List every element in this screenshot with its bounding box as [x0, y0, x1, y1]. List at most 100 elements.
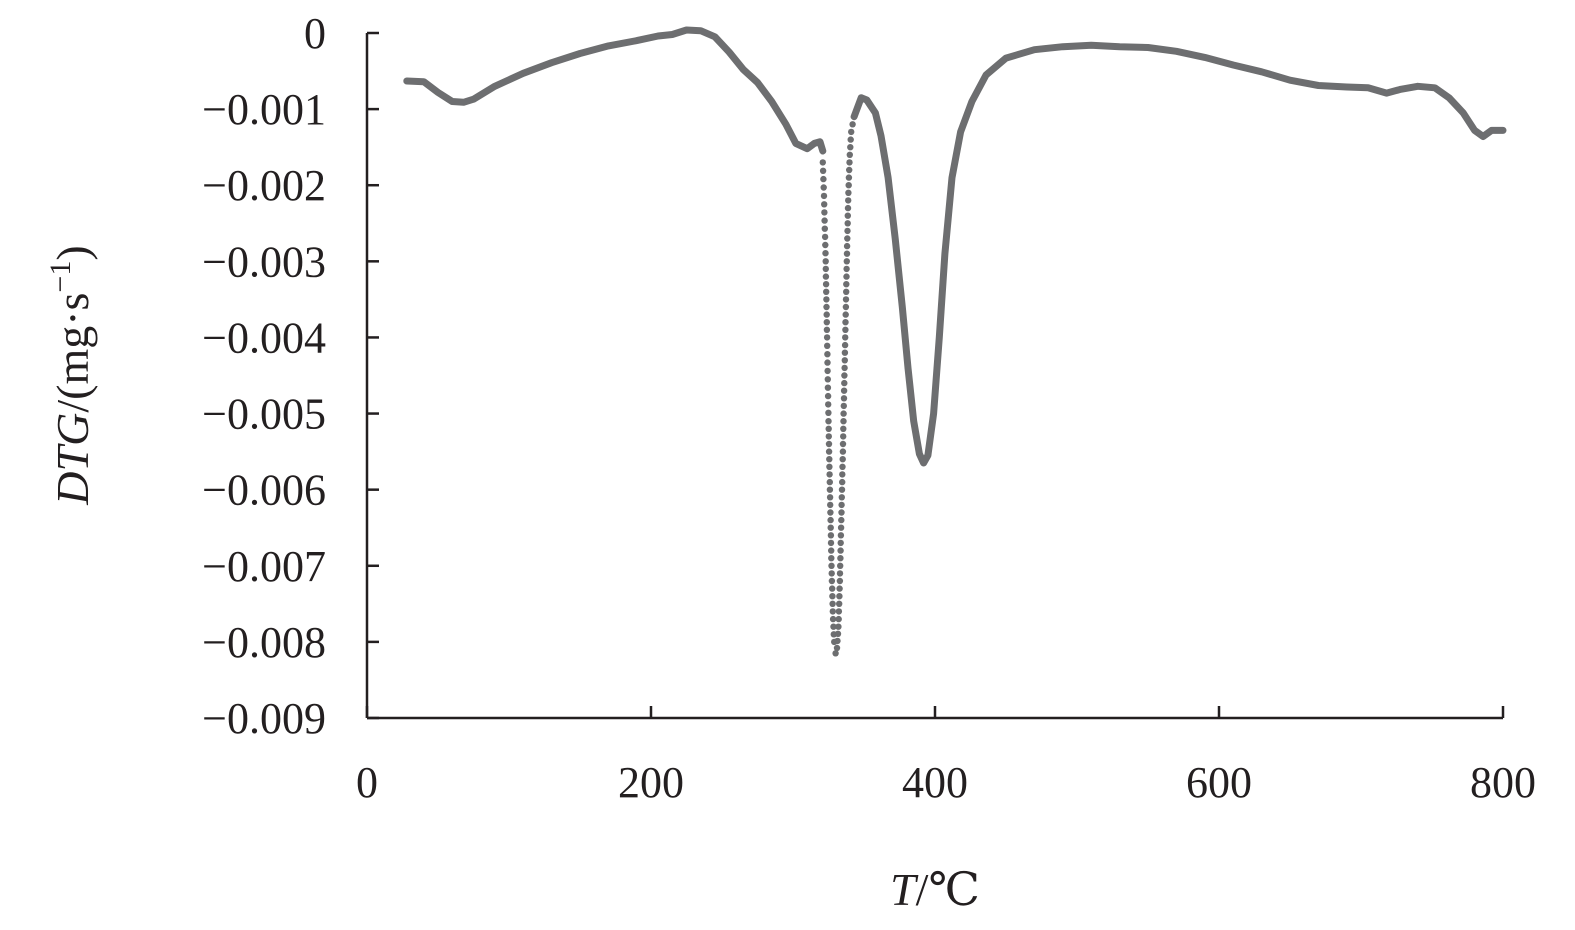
dtg-series-point: [845, 174, 853, 181]
dtg-series-point: [847, 136, 854, 143]
dtg-series-point: [826, 478, 833, 486]
y-axis-title-main: DTG: [47, 413, 98, 506]
dtg-series-point: [832, 650, 839, 657]
dtg-series-point: [843, 288, 850, 295]
y-tick-label: −0.001: [202, 85, 326, 134]
dtg-series-point: [821, 225, 828, 232]
dtg-series-point: [836, 600, 843, 607]
x-ticks: 0 200 400 600 800: [356, 706, 1536, 807]
dtg-series-point: [824, 376, 831, 383]
dtg-series-point: [825, 418, 832, 425]
dtg-series-point: [837, 562, 844, 569]
dtg-series-point: [838, 509, 845, 516]
dtg-series-point: [821, 201, 828, 208]
dtg-series-point: [845, 182, 852, 189]
dtg-series-point: [819, 159, 826, 166]
dtg-series-line: [403, 26, 827, 155]
dtg-series-point: [842, 303, 850, 311]
dtg-series-point: [842, 326, 849, 333]
dtg-series-point: [823, 311, 830, 318]
dtg-series-point: [828, 577, 836, 585]
x-axis-title-unit: /℃: [916, 864, 980, 915]
dtg-series-point: [826, 494, 834, 501]
dtg-series-point: [824, 359, 831, 366]
dtg-series-point: [849, 121, 856, 128]
dtg-series-point: [826, 471, 833, 478]
dtg-series-point: [842, 319, 849, 326]
dtg-series-point: [838, 494, 845, 501]
dtg-series-point: [829, 585, 836, 592]
dtg-series-point: [820, 184, 827, 191]
dtg-series-point: [842, 334, 849, 341]
y-tick-label: −0.003: [202, 237, 326, 286]
dtg-series-point: [834, 630, 842, 637]
dtg-series-point: [825, 425, 832, 432]
dtg-series-point: [829, 608, 836, 615]
dtg-series-point: [839, 471, 846, 478]
x-tick-label: 200: [618, 758, 684, 807]
dtg-series-point: [822, 281, 830, 288]
dtg-series-point: [827, 516, 834, 524]
y-axis-title: DTG/(mg·s−1): [44, 245, 98, 505]
dtg-series-point: [829, 615, 837, 623]
dtg-series-point: [835, 608, 843, 615]
dtg-series-point: [826, 486, 834, 493]
dtg-series-point: [825, 433, 832, 440]
dtg-series-point: [827, 501, 834, 509]
dtg-series-point: [842, 296, 850, 303]
dtg-series-point: [843, 281, 850, 288]
y-tick-label: 0: [304, 9, 326, 58]
dtg-series-point: [848, 128, 855, 136]
dtg-series-point: [824, 342, 831, 349]
dtg-series-point: [840, 418, 847, 425]
y-tick-label: −0.006: [202, 466, 326, 515]
dtg-series-point: [837, 547, 844, 554]
dtg-series-point: [840, 395, 848, 402]
dtg-series-point: [827, 532, 835, 539]
dtg-series-point: [823, 303, 830, 311]
dtg-series-point: [844, 227, 851, 235]
dtg-series-point: [842, 311, 849, 318]
dtg-series-point: [823, 288, 830, 295]
dtg-series-point: [826, 456, 833, 463]
dtg-series-point: [838, 516, 845, 524]
dtg-series-point: [823, 326, 831, 333]
dtg-series-point: [836, 585, 843, 592]
dtg-series-point: [825, 409, 832, 416]
dtg-series-point: [824, 384, 832, 391]
dtg-series-point: [844, 204, 852, 212]
dtg-series-point: [843, 242, 851, 250]
dtg-series-point: [821, 233, 829, 241]
dtg-series-point: [843, 250, 851, 257]
dtg-series-point: [837, 539, 844, 547]
dtg-series-point: [840, 425, 847, 432]
dtg-series-point: [822, 241, 829, 249]
dtg-series-point: [844, 220, 851, 227]
dtg-series-point: [839, 463, 846, 470]
dtg-series-point: [840, 410, 847, 417]
dtg-series-point: [834, 637, 841, 645]
dtg-series-point: [841, 372, 848, 379]
dtg-series-point: [844, 212, 851, 219]
dtg-series-point: [839, 456, 846, 463]
y-tick-label: −0.007: [202, 542, 326, 591]
dtg-series-point: [822, 273, 830, 280]
dtg-series-point: [846, 159, 853, 166]
dtg-series-point: [823, 334, 831, 341]
dtg-series-point: [840, 402, 847, 410]
dtg-series-point: [841, 379, 848, 387]
dtg-series-point: [843, 273, 850, 280]
dtg-series-point: [823, 319, 830, 326]
x-axis-title: T/℃: [890, 864, 980, 915]
y-axis-title-close: ): [47, 245, 98, 260]
dtg-series-point: [822, 250, 829, 257]
dtg-series-point: [825, 401, 832, 408]
dtg-series-point: [820, 175, 827, 183]
dtg-series-point: [824, 351, 831, 358]
dtg-series-point: [827, 539, 835, 547]
dtg-series-point: [838, 501, 845, 509]
x-tick-label: 600: [1186, 758, 1252, 807]
dtg-series-point: [843, 265, 850, 273]
dtg-series-point: [843, 258, 850, 265]
